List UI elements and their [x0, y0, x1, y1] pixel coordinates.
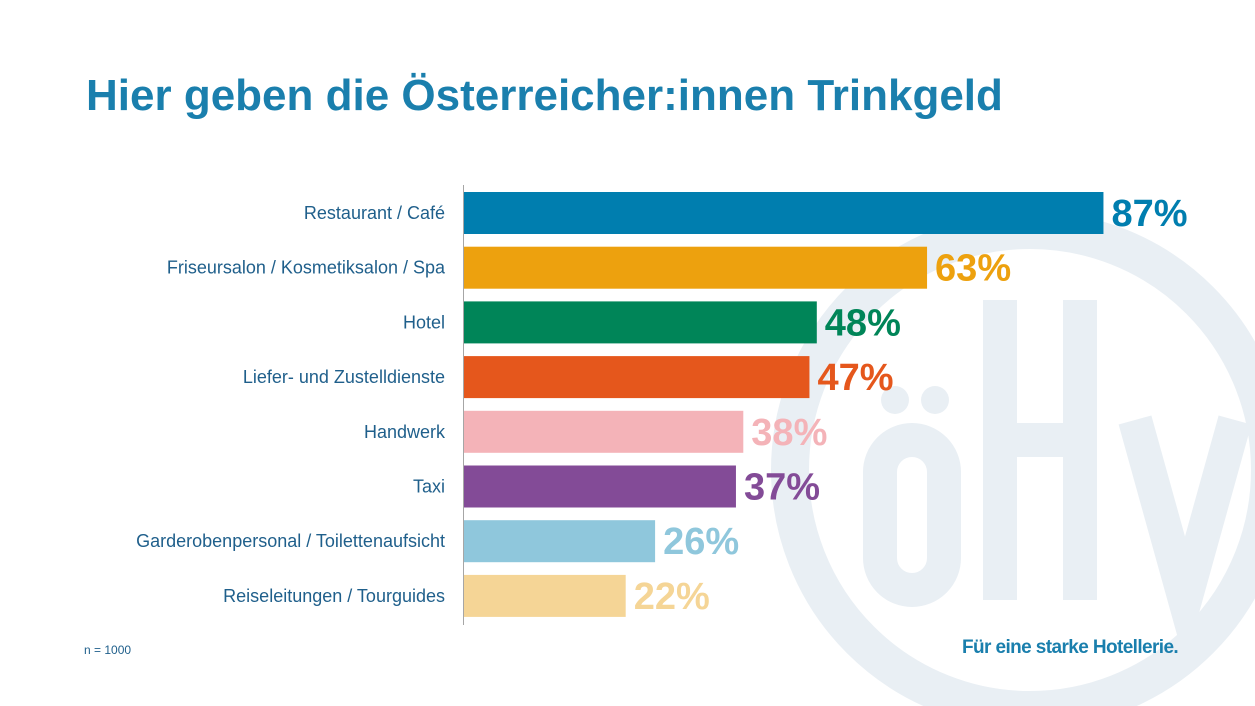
value-label: 38%	[751, 412, 827, 454]
bar	[464, 192, 1104, 234]
value-label: 87%	[1111, 193, 1187, 235]
bar	[464, 410, 744, 453]
value-label: 26%	[663, 521, 739, 563]
value-label: 63%	[935, 248, 1011, 290]
brand-slogan: Für eine starke Hotellerie.	[962, 637, 1179, 658]
bar	[464, 574, 626, 617]
category-label: Friseursalon / Kosmetiksalon / Spa	[167, 258, 446, 278]
bar	[464, 465, 736, 508]
sample-size-note: n = 1000	[84, 643, 132, 657]
category-label: Reiseleitungen / Tourguides	[223, 586, 445, 606]
bar	[464, 246, 928, 289]
page-title: Hier geben die Österreicher:innen Trinkg…	[86, 71, 1003, 120]
category-label: Hotel	[403, 312, 445, 332]
bar	[464, 301, 817, 344]
category-label: Taxi	[413, 477, 445, 497]
category-label: Liefer- und Zustelldienste	[243, 367, 445, 387]
category-label: Restaurant / Café	[304, 203, 445, 223]
value-label: 48%	[825, 302, 901, 344]
category-label: Handwerk	[364, 422, 446, 442]
value-label: 37%	[744, 467, 820, 509]
category-label: Garderobenpersonal / Toilettenaufsicht	[136, 531, 445, 551]
bar	[464, 520, 656, 563]
value-label: 47%	[817, 357, 893, 399]
value-label: 22%	[634, 576, 710, 618]
bar	[464, 356, 810, 399]
